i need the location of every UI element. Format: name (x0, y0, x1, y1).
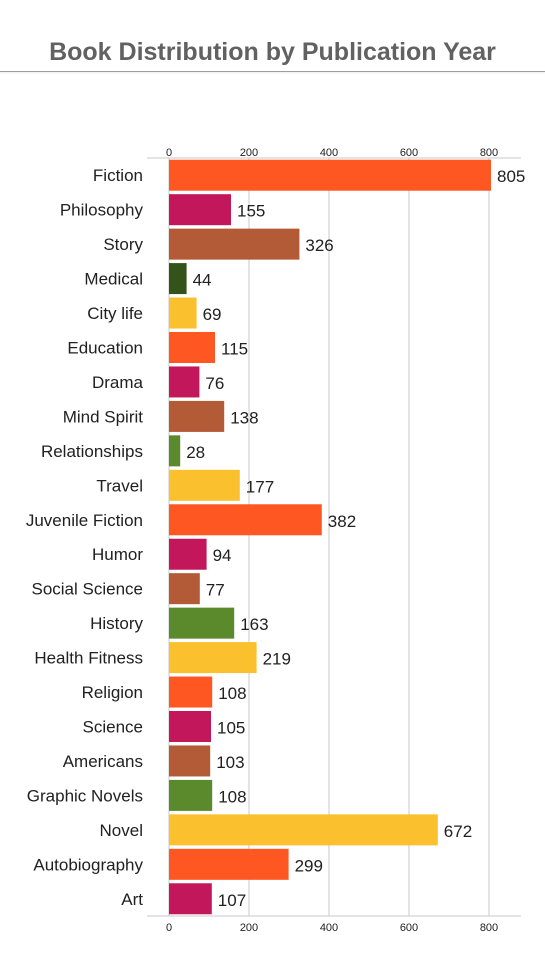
x-tick-label-bottom-0: 0 (166, 922, 172, 934)
category-label-5: Education (67, 339, 143, 358)
value-label-19: 672 (444, 822, 472, 841)
value-label-5: 115 (221, 340, 248, 359)
bar-18 (169, 779, 213, 811)
bar-9 (169, 469, 240, 501)
category-label-7: Mind Spirit (63, 407, 144, 426)
value-label-1: 155 (237, 202, 265, 221)
x-tick-label-bottom-2: 400 (320, 922, 338, 934)
bar-0 (169, 159, 491, 191)
x-tick-label-top-1: 200 (240, 147, 258, 159)
category-label-17: Americans (63, 752, 143, 771)
bar-21 (169, 883, 212, 915)
value-label-6: 76 (205, 374, 224, 393)
bar-20 (169, 848, 289, 880)
bar-12 (169, 573, 200, 605)
bar-2 (169, 228, 300, 260)
category-label-18: Graphic Novels (27, 786, 143, 805)
category-label-21: Art (121, 890, 143, 909)
value-label-21: 107 (218, 891, 246, 910)
value-label-10: 382 (328, 512, 356, 531)
bar-13 (169, 607, 235, 639)
bar-3 (169, 263, 187, 295)
bar-7 (169, 400, 225, 432)
bar-1 (169, 194, 231, 226)
category-label-13: History (90, 614, 143, 633)
value-label-12: 77 (206, 581, 225, 600)
category-label-8: Relationships (41, 442, 143, 461)
value-label-8: 28 (186, 443, 205, 462)
title-bar: Book Distribution by Publication Year (0, 0, 545, 72)
value-label-14: 219 (263, 650, 291, 669)
category-label-16: Science (83, 718, 143, 737)
value-label-18: 108 (218, 787, 246, 806)
bar-10 (169, 504, 322, 536)
value-label-11: 94 (213, 546, 232, 565)
category-label-14: Health Fitness (34, 649, 143, 668)
chart-title: Book Distribution by Publication Year (49, 38, 496, 66)
category-label-0: Fiction (93, 166, 143, 185)
x-tick-label-top-3: 600 (400, 147, 418, 159)
value-label-2: 326 (305, 236, 333, 255)
category-label-3: Medical (84, 270, 143, 289)
value-label-3: 44 (193, 271, 212, 290)
value-label-4: 69 (203, 305, 222, 324)
bar-17 (169, 745, 211, 777)
bar-6 (169, 366, 200, 398)
x-tick-label-top-2: 400 (320, 147, 338, 159)
value-label-0: 805 (497, 167, 525, 186)
bar-8 (169, 435, 181, 467)
bar-19 (169, 814, 438, 846)
bar-14 (169, 642, 257, 674)
category-label-4: City life (87, 304, 143, 323)
value-label-7: 138 (230, 408, 258, 427)
category-label-19: Novel (100, 821, 143, 840)
x-tick-label-bottom-1: 200 (240, 922, 258, 934)
value-label-20: 299 (295, 856, 323, 875)
category-label-12: Social Science (31, 580, 143, 599)
category-label-2: Story (103, 235, 143, 254)
category-label-6: Drama (92, 373, 144, 392)
category-label-11: Humor (92, 545, 143, 564)
bar-15 (169, 676, 213, 708)
bar-5 (169, 332, 215, 363)
value-label-15: 108 (218, 684, 246, 703)
bar-11 (169, 538, 207, 570)
category-label-9: Travel (96, 476, 143, 495)
value-label-17: 103 (216, 753, 244, 772)
x-tick-label-bottom-3: 600 (400, 922, 418, 934)
bar-4 (169, 297, 197, 329)
category-label-20: Autobiography (33, 855, 143, 874)
value-label-16: 105 (217, 719, 245, 738)
x-tick-label-bottom-4: 800 (480, 922, 498, 934)
value-label-13: 163 (240, 615, 268, 634)
bar-16 (169, 711, 211, 742)
x-tick-label-top-4: 800 (480, 147, 498, 159)
category-label-15: Religion (82, 683, 143, 702)
category-label-10: Juvenile Fiction (26, 511, 143, 530)
x-tick-label-top-0: 0 (166, 147, 172, 159)
category-label-1: Philosophy (60, 201, 144, 220)
value-label-9: 177 (246, 477, 274, 496)
